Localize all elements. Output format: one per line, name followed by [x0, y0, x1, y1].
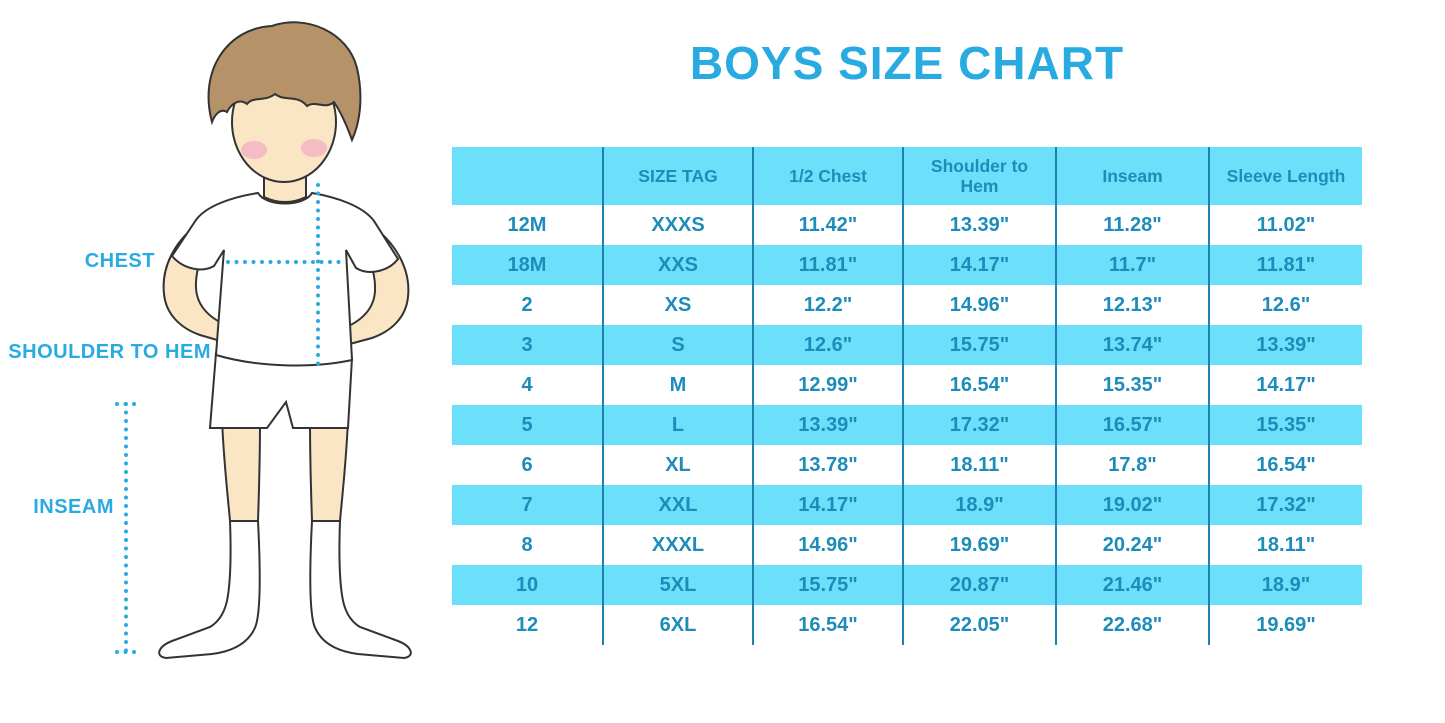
table-row: 10 5XL 15.75" 20.87" 21.46" 18.9"	[452, 565, 1362, 605]
table-row: 12 6XL 16.54" 22.05" 22.68" 19.69"	[452, 605, 1362, 645]
cell: 5	[521, 413, 533, 436]
cell: 13.39"	[1208, 325, 1362, 365]
cell: 19.69"	[1208, 605, 1362, 645]
column-header: 1/2 Chest	[752, 147, 902, 205]
cell: 15.75"	[752, 565, 902, 605]
cell: 18.9"	[902, 485, 1055, 525]
cell: 17.8"	[1055, 445, 1208, 485]
right-leg	[308, 419, 350, 522]
column-header: Inseam	[1055, 147, 1208, 205]
column-header: Shoulder to Hem	[902, 147, 1055, 205]
cell: 17.32"	[902, 405, 1055, 445]
cell: M	[602, 365, 752, 405]
cell: 16.54"	[752, 605, 902, 645]
cell: 12.6"	[1208, 285, 1362, 325]
cell: 15.35"	[1055, 365, 1208, 405]
cell: 13.74"	[1055, 325, 1208, 365]
cell: 13.78"	[752, 445, 902, 485]
cell: S	[602, 325, 752, 365]
cell: 14.17"	[902, 245, 1055, 285]
table-row: 18M XXS 11.81" 14.17" 11.7" 11.81"	[452, 245, 1362, 285]
left-cheek-blush	[241, 141, 267, 159]
column-header: SIZE TAG	[602, 147, 752, 205]
cell: 14.17"	[1208, 365, 1362, 405]
cell: 15.75"	[902, 325, 1055, 365]
cell: XXXL	[602, 525, 752, 565]
left-leg	[220, 419, 262, 522]
cell: XXL	[602, 485, 752, 525]
right-cheek-blush	[301, 139, 327, 157]
column-header	[452, 147, 602, 205]
cell: 20.87"	[902, 565, 1055, 605]
cell: L	[602, 405, 752, 445]
cell: 16.54"	[902, 365, 1055, 405]
cell: 6	[521, 453, 533, 476]
cell: 22.68"	[1055, 605, 1208, 645]
cell: XL	[602, 445, 752, 485]
cell: 12.2"	[752, 285, 902, 325]
cell: 12M	[507, 213, 547, 236]
cell: 18M	[507, 253, 547, 276]
cell: 18.11"	[902, 445, 1055, 485]
shoulder-to-hem-label: SHOULDER TO HEM	[8, 341, 211, 363]
cell: 4	[521, 373, 533, 396]
cell: 14.17"	[752, 485, 902, 525]
cell: 19.02"	[1055, 485, 1208, 525]
column-header: Sleeve Length	[1208, 147, 1362, 205]
hair	[207, 21, 362, 143]
size-table: SIZE TAG 1/2 Chest Shoulder to Hem Inseam Sl…	[452, 147, 1362, 645]
cell: 20.24"	[1055, 525, 1208, 565]
inseam-label: INSEAM	[33, 496, 114, 518]
boy-figure-illustration	[115, 21, 412, 660]
cell: 10	[515, 573, 539, 596]
cell: 11.42"	[752, 205, 902, 245]
table-row: 3 S 12.6" 15.75" 13.74" 13.39"	[452, 325, 1362, 365]
cell: 11.81"	[1208, 245, 1362, 285]
left-sock	[158, 520, 261, 660]
cell: 19.69"	[902, 525, 1055, 565]
cell: 12.99"	[752, 365, 902, 405]
cell: 11.28"	[1055, 205, 1208, 245]
table-row: 6 XL 13.78" 18.11" 17.8" 16.54"	[452, 445, 1362, 485]
cell: 18.9"	[1208, 565, 1362, 605]
cell: 13.39"	[752, 405, 902, 445]
t-shirt	[170, 191, 400, 367]
cell: 16.54"	[1208, 445, 1362, 485]
right-sock	[309, 520, 412, 660]
cell: 17.32"	[1208, 485, 1362, 525]
cell: 15.35"	[1208, 405, 1362, 445]
cell: 14.96"	[902, 285, 1055, 325]
cell: XXS	[602, 245, 752, 285]
cell: 12	[515, 613, 539, 636]
table-header-row: SIZE TAG 1/2 Chest Shoulder to Hem Inseam Sl…	[452, 147, 1362, 205]
cell: 18.11"	[1208, 525, 1362, 565]
table-row: 5 L 13.39" 17.32" 16.57" 15.35"	[452, 405, 1362, 445]
cell: 14.96"	[752, 525, 902, 565]
cell: XS	[602, 285, 752, 325]
cell: 6XL	[602, 605, 752, 645]
table-row: 7 XXL 14.17" 18.9" 19.02" 17.32"	[452, 485, 1362, 525]
cell: 11.02"	[1208, 205, 1362, 245]
cell: 11.81"	[752, 245, 902, 285]
page-title: BOYS SIZE CHART	[689, 37, 1125, 89]
cell: 12.6"	[752, 325, 902, 365]
cell: 13.39"	[902, 205, 1055, 245]
cell: 22.05"	[902, 605, 1055, 645]
cell: 11.7"	[1055, 245, 1208, 285]
cell: 16.57"	[1055, 405, 1208, 445]
table-row: 12M XXXS 11.42" 13.39" 11.28" 11.02"	[452, 205, 1362, 245]
table-row: 4 M 12.99" 16.54" 15.35" 14.17"	[452, 365, 1362, 405]
cell: 3	[521, 333, 533, 356]
cell: 8	[521, 533, 533, 556]
cell: 12.13"	[1055, 285, 1208, 325]
chest-label: CHEST	[84, 250, 155, 272]
cell: 21.46"	[1055, 565, 1208, 605]
cell: 7	[521, 493, 533, 516]
cell: XXXS	[602, 205, 752, 245]
table-row: 8 XXXL 14.96" 19.69" 20.24" 18.11"	[452, 525, 1362, 565]
cell: 5XL	[602, 565, 752, 605]
cell: 2	[521, 293, 533, 316]
table-row: 2 XS 12.2" 14.96" 12.13" 12.6"	[452, 285, 1362, 325]
